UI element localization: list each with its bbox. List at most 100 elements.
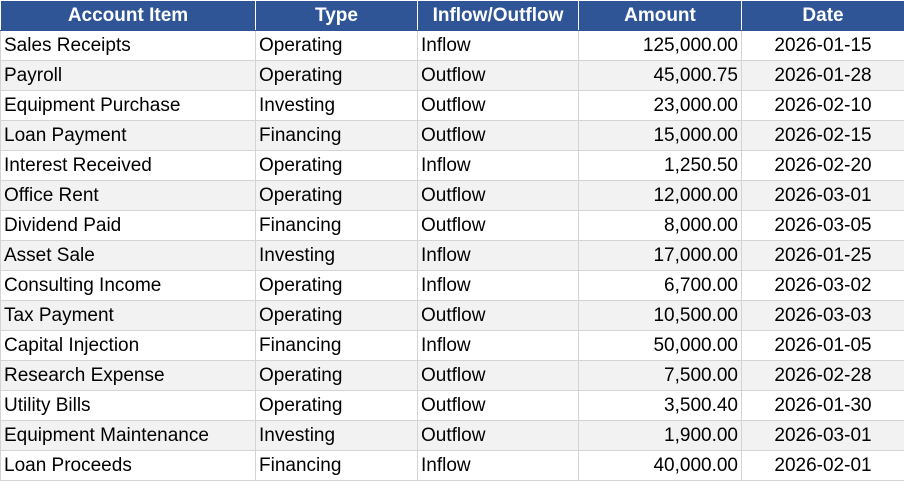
- table-cell: 2026-02-10: [741, 90, 904, 121]
- table-cell: 2026-02-28: [741, 360, 904, 391]
- table-cell: 1,900.00: [578, 420, 742, 451]
- table-cell: Operating: [255, 150, 418, 181]
- table-cell: 2026-02-01: [741, 450, 904, 481]
- table-cell: Outflow: [417, 60, 579, 91]
- table-cell: Inflow: [417, 30, 579, 61]
- table-cell: Outflow: [417, 90, 579, 121]
- table-cell: 7,500.00: [578, 360, 742, 391]
- table-cell: Tax Payment: [0, 300, 256, 331]
- table-cell: Financing: [255, 120, 418, 151]
- table-cell: Equipment Purchase: [0, 90, 256, 121]
- table-cell: 6,700.00: [578, 270, 742, 301]
- table-cell: Inflow: [417, 240, 579, 271]
- table-row: Office Rent Operating Outflow 12,000.00 2026…: [0, 180, 904, 211]
- table-cell: Dividend Paid: [0, 210, 256, 241]
- header-row: Account Item Type Inflow/Outflow Amount Date: [0, 0, 904, 31]
- table-cell: Investing: [255, 90, 418, 121]
- table-cell: Operating: [255, 300, 418, 331]
- table-cell: Loan Payment: [0, 120, 256, 151]
- table-cell: 8,000.00: [578, 210, 742, 241]
- table-row: Equipment Purchase Investing Outflow 23,000…: [0, 90, 904, 121]
- table-row: Interest Received Operating Inflow 1,250.50…: [0, 150, 904, 181]
- table-header: Account Item Type Inflow/Outflow Amount Date: [0, 0, 904, 31]
- table-cell: 10,500.00: [578, 300, 742, 331]
- table-cell: 15,000.00: [578, 120, 742, 151]
- table-cell: Operating: [255, 390, 418, 421]
- table-cell: 2026-01-05: [741, 330, 904, 361]
- table-cell: Payroll: [0, 60, 256, 91]
- table-cell: 45,000.75: [578, 60, 742, 91]
- table-cell: Financing: [255, 330, 418, 361]
- table-cell: Operating: [255, 270, 418, 301]
- table-cell: Operating: [255, 360, 418, 391]
- table-cell: 2026-01-25: [741, 240, 904, 271]
- table-cell: Equipment Maintenance: [0, 420, 256, 451]
- column-header: Account Item: [0, 0, 256, 31]
- table-cell: 2026-02-15: [741, 120, 904, 151]
- table-cell: Operating: [255, 60, 418, 91]
- table-row: Utility Bills Operating Outflow 3,500.40 202…: [0, 390, 904, 421]
- table-row: Capital Injection Financing Inflow 50,000.0…: [0, 330, 904, 361]
- column-header: Type: [255, 0, 418, 31]
- table-body: Sales Receipts Operating Inflow 125,000.00 2…: [0, 30, 904, 481]
- table-cell: Outflow: [417, 120, 579, 151]
- table-cell: Inflow: [417, 270, 579, 301]
- table-cell: 2026-02-20: [741, 150, 904, 181]
- column-header: Date: [741, 0, 904, 31]
- table-row: Equipment Maintenance Investing Outflow 1,9…: [0, 420, 904, 451]
- table-cell: Outflow: [417, 420, 579, 451]
- table-row: Dividend Paid Financing Outflow 8,000.00 202…: [0, 210, 904, 241]
- table-cell: 23,000.00: [578, 90, 742, 121]
- table-cell: 17,000.00: [578, 240, 742, 271]
- table-cell: Interest Received: [0, 150, 256, 181]
- table-row: Consulting Income Operating Inflow 6,700.00…: [0, 270, 904, 301]
- table-cell: Outflow: [417, 180, 579, 211]
- table-cell: 50,000.00: [578, 330, 742, 361]
- table-cell: Outflow: [417, 300, 579, 331]
- column-header: Amount: [578, 0, 742, 31]
- table-cell: 125,000.00: [578, 30, 742, 61]
- table-cell: Outflow: [417, 390, 579, 421]
- table-cell: Sales Receipts: [0, 30, 256, 61]
- table-row: Loan Payment Financing Outflow 15,000.00 202…: [0, 120, 904, 151]
- table-row: Asset Sale Investing Inflow 17,000.00 2026-0…: [0, 240, 904, 271]
- table-cell: 1,250.50: [578, 150, 742, 181]
- table-cell: 3,500.40: [578, 390, 742, 421]
- table-cell: Outflow: [417, 210, 579, 241]
- table-cell: 2026-01-30: [741, 390, 904, 421]
- table-row: Sales Receipts Operating Inflow 125,000.00 2…: [0, 30, 904, 61]
- table-cell: Operating: [255, 180, 418, 211]
- table-cell: Research Expense: [0, 360, 256, 391]
- table-cell: Asset Sale: [0, 240, 256, 271]
- table-cell: Financing: [255, 210, 418, 241]
- table-row: Research Expense Operating Outflow 7,500.00…: [0, 360, 904, 391]
- table-cell: 40,000.00: [578, 450, 742, 481]
- table-cell: Outflow: [417, 360, 579, 391]
- table-cell: Inflow: [417, 150, 579, 181]
- table-row: Loan Proceeds Financing Inflow 40,000.00 202…: [0, 450, 904, 481]
- table-cell: Consulting Income: [0, 270, 256, 301]
- table-cell: Inflow: [417, 450, 579, 481]
- column-header: Inflow/Outflow: [417, 0, 579, 31]
- table-cell: Inflow: [417, 330, 579, 361]
- table-cell: 2026-03-01: [741, 420, 904, 451]
- table-cell: Investing: [255, 240, 418, 271]
- table-cell: 2026-01-15: [741, 30, 904, 61]
- table-cell: 12,000.00: [578, 180, 742, 211]
- table-cell: Operating: [255, 30, 418, 61]
- account-table: Account Item Type Inflow/Outflow Amount Date…: [0, 0, 904, 481]
- table-cell: 2026-03-05: [741, 210, 904, 241]
- table-cell: 2026-03-02: [741, 270, 904, 301]
- table-cell: Office Rent: [0, 180, 256, 211]
- table-cell: 2026-03-01: [741, 180, 904, 211]
- table-cell: Capital Injection: [0, 330, 256, 361]
- table-cell: 2026-01-28: [741, 60, 904, 91]
- table-row: Payroll Operating Outflow 45,000.75 2026-01-…: [0, 60, 904, 91]
- table-cell: Utility Bills: [0, 390, 256, 421]
- table-cell: 2026-03-03: [741, 300, 904, 331]
- table-cell: Loan Proceeds: [0, 450, 256, 481]
- table-cell: Investing: [255, 420, 418, 451]
- table-cell: Financing: [255, 450, 418, 481]
- table-row: Tax Payment Operating Outflow 10,500.00 2026…: [0, 300, 904, 331]
